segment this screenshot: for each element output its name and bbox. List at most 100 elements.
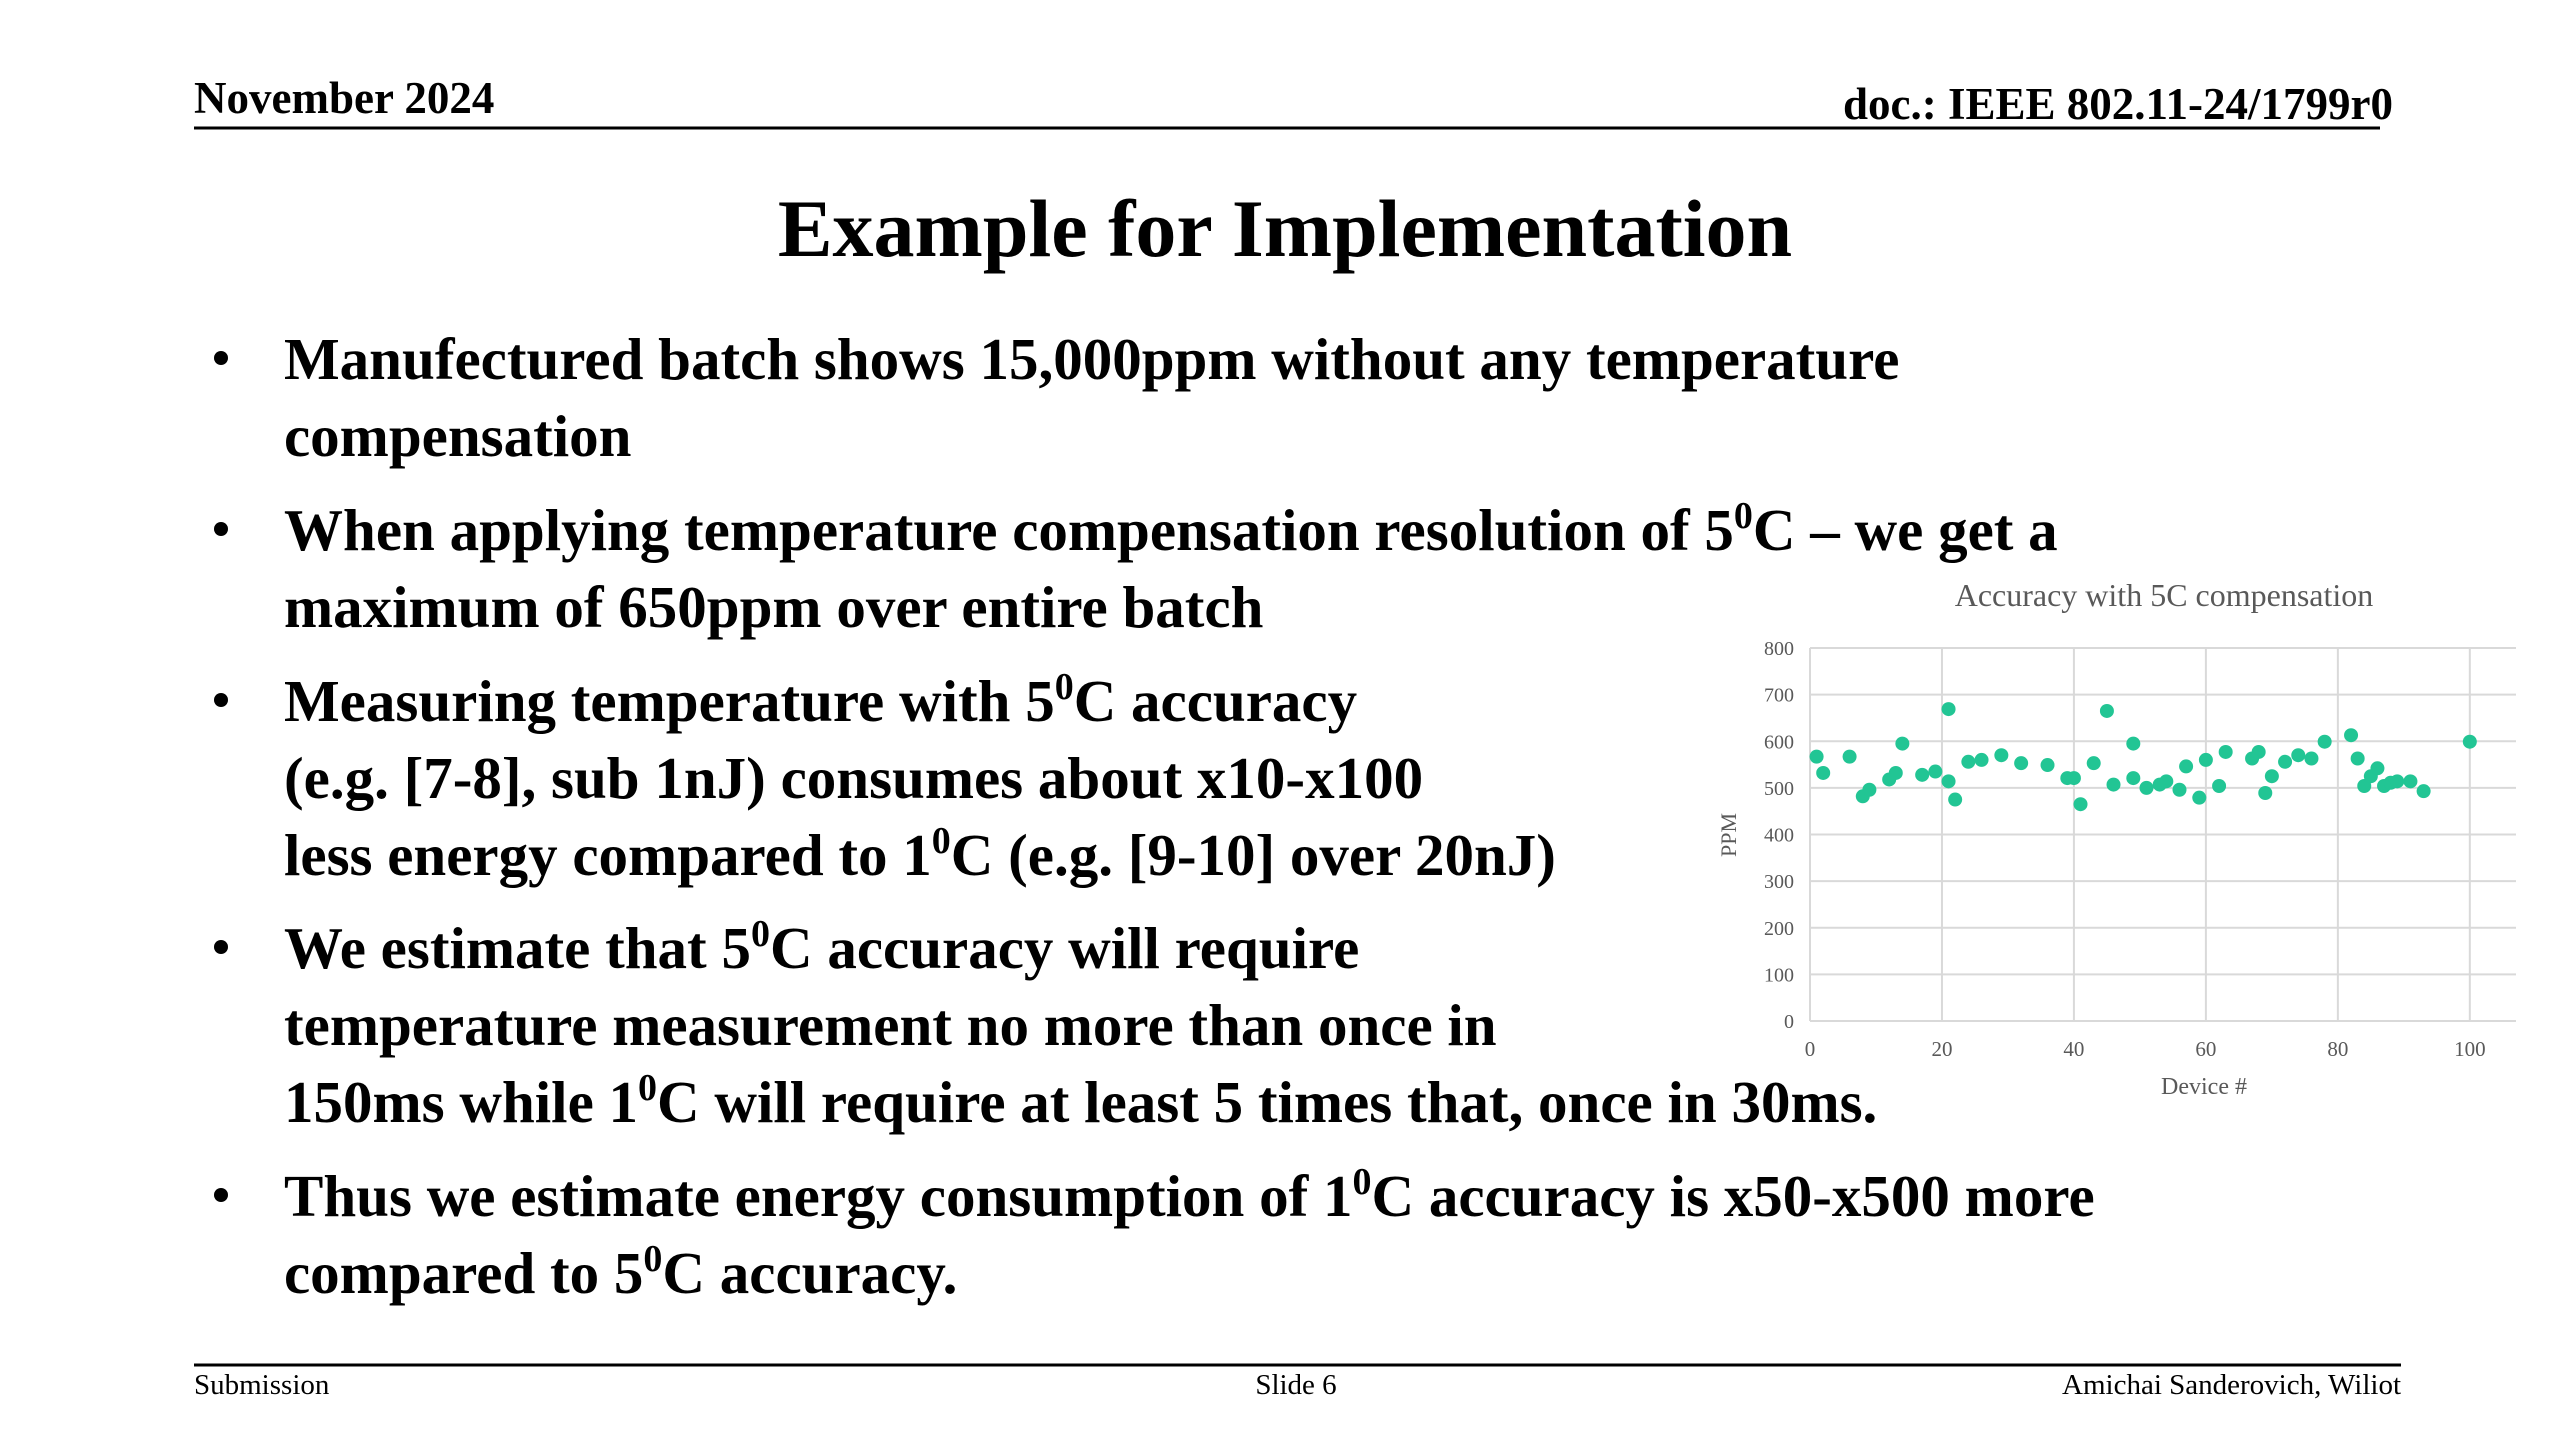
text-run: 150ms while 1 (284, 1069, 638, 1135)
point (2350, 751, 2365, 766)
point (1994, 748, 2009, 763)
superscript: 0 (1733, 495, 1753, 537)
point (2099, 703, 2114, 718)
bullet-line: Measuring temperature with 50C accuracy (284, 663, 1357, 748)
point (1974, 752, 1989, 767)
superscript: 0 (1054, 666, 1074, 708)
bullet-line: less energy compared to 10C (e.g. [9-10]… (284, 817, 1556, 902)
point (1816, 765, 1831, 780)
text-run: less energy compared to 1 (284, 822, 932, 888)
superscript: 0 (750, 913, 770, 955)
point (1941, 702, 1956, 717)
bullet-line: Manufectured batch shows 15,000ppm witho… (284, 321, 1899, 398)
point (2198, 752, 2213, 767)
text-run: temperature measurement no more than onc… (284, 992, 1497, 1058)
header-doc: doc.: IEEE 802.11-24/1799r0 (1842, 79, 2393, 129)
slide-title: Example for Implementation (777, 183, 1793, 274)
point (2462, 734, 2477, 749)
bullet-line: compensation (284, 398, 631, 475)
bullet-line: temperature measurement no more than onc… (284, 987, 1497, 1064)
bullet-line: 150ms while 10C will require at least 5 … (284, 1064, 1877, 1149)
text-run: compensation (284, 403, 632, 469)
point (2126, 771, 2141, 786)
bullet-line: (e.g. [7-8], sub 1nJ) consumes about x10… (284, 740, 1423, 817)
text-run: C will require at least 5 times that, on… (657, 1069, 1878, 1135)
point (2172, 782, 2187, 797)
point (1888, 765, 1903, 780)
point (2159, 774, 2174, 789)
point (2073, 797, 2088, 812)
bullet-marker (214, 693, 228, 707)
point (2212, 779, 2227, 794)
point (2258, 786, 2273, 801)
text-run: C accuracy is x50-x500 more (1371, 1163, 2095, 1229)
text-run: (e.g. [7-8], sub 1nJ) consumes about x10… (284, 745, 1424, 811)
point (1842, 749, 1857, 764)
y-tick-label: 0 (1784, 1011, 1794, 1033)
bullet-marker (214, 351, 228, 365)
point (2344, 728, 2359, 743)
text-run: Measuring temperature with 5 (284, 668, 1055, 734)
x-tick-label: 20 (1931, 1037, 1952, 1061)
superscript: 0 (1352, 1161, 1372, 1203)
point (1928, 764, 1943, 779)
point (1948, 792, 1963, 807)
point (1809, 749, 1824, 764)
text-run: compared to 5 (284, 1240, 644, 1306)
point (2317, 734, 2332, 749)
superscript: 0 (643, 1238, 663, 1280)
text-run: When applying temperature compensation r… (284, 497, 1734, 563)
text-run: C accuracy (1073, 668, 1358, 734)
point (2291, 748, 2306, 763)
chart-title: Accuracy with 5C compensation (1955, 577, 2374, 613)
point (2126, 736, 2141, 751)
point (2014, 756, 2029, 771)
point (2179, 759, 2194, 774)
bullet-marker (214, 940, 228, 954)
footer-center: Slide 6 (1255, 1369, 1337, 1401)
footer-right: Amichai Sanderovich, Wiliot (2062, 1369, 2401, 1401)
x-tick-label: 80 (2327, 1037, 2348, 1061)
footer-left: Submission (194, 1369, 330, 1401)
text-run: Thus we estimate energy consumption of 1 (284, 1163, 1353, 1229)
point (2192, 790, 2207, 805)
y-axis-label: PPM (1716, 813, 1741, 857)
point (2251, 744, 2266, 759)
point (2106, 777, 2121, 792)
x-axis-label: Device # (2161, 1074, 2247, 1100)
point (1895, 736, 1910, 751)
text-run: C (e.g. [9-10] over 20nJ) (950, 822, 1556, 888)
point (1961, 754, 1976, 769)
point (2304, 751, 2319, 766)
y-tick-label: 600 (1764, 731, 1794, 753)
point (1862, 782, 1877, 797)
bullet-line: maximum of 650ppm over entire batch (284, 569, 1263, 646)
point (2264, 769, 2279, 784)
point (2086, 756, 2101, 771)
text-run: C accuracy. (662, 1240, 958, 1306)
point (2066, 771, 2081, 786)
bullet-line: compared to 50C accuracy. (284, 1235, 957, 1320)
text-run: Manufectured batch shows 15,000ppm witho… (284, 326, 1900, 392)
y-tick-label: 800 (1764, 638, 1794, 660)
point (1915, 767, 1930, 782)
y-tick-label: 300 (1764, 871, 1794, 893)
text-run: We estimate that 5 (284, 915, 751, 981)
point (2139, 780, 2154, 795)
y-tick-label: 400 (1764, 825, 1794, 847)
y-tick-label: 700 (1764, 685, 1794, 707)
x-tick-label: 60 (2195, 1037, 2216, 1061)
text-run: C – we get a (1752, 497, 2058, 563)
point (2357, 779, 2372, 794)
bullet-marker (214, 1188, 228, 1202)
text-run: C accuracy will require (769, 915, 1360, 981)
point (2370, 761, 2385, 776)
point (2278, 754, 2293, 769)
x-tick-label: 100 (2454, 1037, 2486, 1061)
header-date: November 2024 (194, 73, 495, 123)
y-tick-label: 100 (1764, 964, 1794, 986)
point (2403, 774, 2418, 789)
superscript: 0 (638, 1067, 657, 1109)
bullet-line: When applying temperature compensation r… (284, 492, 2058, 577)
